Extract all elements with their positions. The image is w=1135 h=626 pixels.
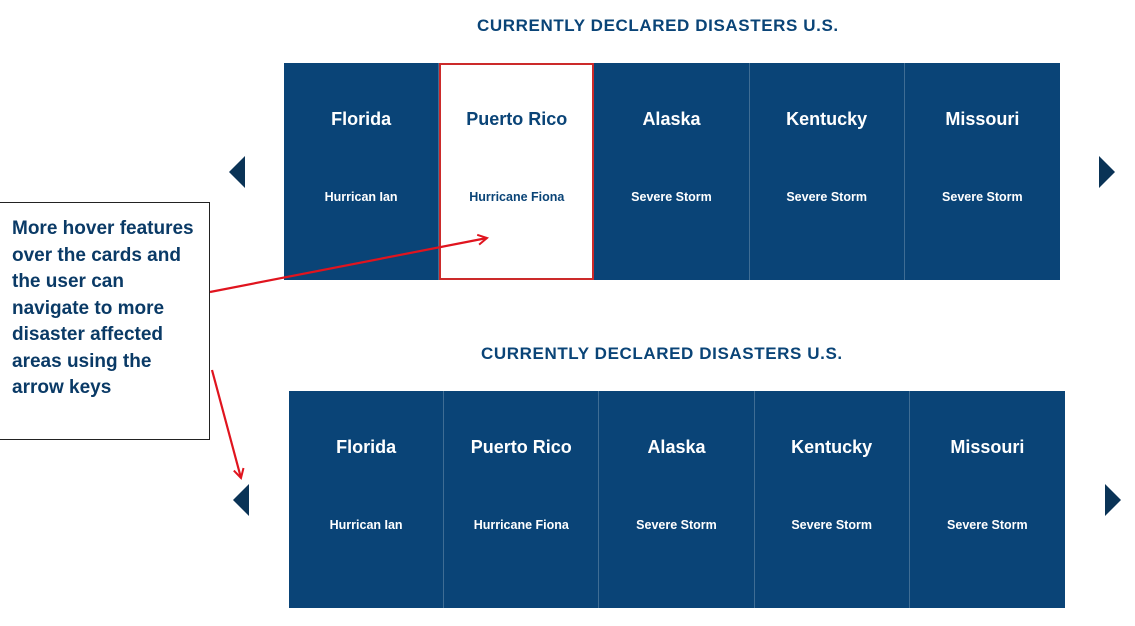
card-state-name: Puerto Rico (466, 109, 568, 129)
card-disaster-type: Severe Storm (947, 518, 1028, 532)
annotation-arrow-to-left-arrow (210, 369, 241, 478)
card-disaster-type: Severe Storm (942, 190, 1023, 204)
card-disaster-type: Hurricane Fiona (469, 190, 565, 204)
card-state-name: Missouri (945, 109, 1020, 129)
disaster-card-list-bottom: Florida Hurrican Ian Puerto Rico Hurrica… (289, 391, 1065, 608)
card-state-name: Missouri (950, 437, 1025, 457)
disaster-card-florida[interactable]: Florida Hurrican Ian (289, 391, 445, 608)
card-disaster-type: Severe Storm (791, 518, 872, 532)
card-state-name: Alaska (642, 109, 701, 129)
section-title-bottom: CURRENTLY DECLARED DISASTERS U.S. (481, 344, 843, 363)
disaster-card-puerto-rico[interactable]: Puerto Rico Hurricane Fiona (444, 391, 600, 608)
card-state-name: Florida (336, 437, 397, 457)
card-disaster-type: Hurricane Fiona (473, 518, 569, 532)
disaster-card-missouri[interactable]: Missouri Severe Storm (904, 63, 1060, 280)
card-disaster-type: Severe Storm (631, 190, 712, 204)
card-state-name: Kentucky (786, 109, 868, 129)
card-state-name: Kentucky (791, 437, 873, 457)
prev-arrow-top[interactable] (229, 156, 245, 188)
card-state-name: Alaska (647, 437, 706, 457)
card-disaster-type: Hurrican Ian (329, 518, 403, 532)
card-state-name: Puerto Rico (470, 437, 572, 457)
section-title-top: CURRENTLY DECLARED DISASTERS U.S. (477, 16, 839, 35)
disaster-card-kentucky[interactable]: Kentucky Severe Storm (754, 391, 910, 608)
card-state-name: Florida (331, 109, 392, 129)
card-disaster-type: Severe Storm (786, 190, 867, 204)
card-disaster-type: Severe Storm (636, 518, 717, 532)
annotation-arrow-to-hovered-card (209, 238, 487, 294)
disaster-card-alaska[interactable]: Alaska Severe Storm (594, 63, 750, 280)
card-disaster-type: Hurrican Ian (324, 190, 398, 204)
prev-arrow-bottom[interactable] (233, 484, 249, 516)
disaster-card-alaska[interactable]: Alaska Severe Storm (599, 391, 755, 608)
disaster-card-kentucky[interactable]: Kentucky Severe Storm (749, 63, 905, 280)
next-arrow-bottom[interactable] (1105, 484, 1121, 516)
disaster-card-missouri[interactable]: Missouri Severe Storm (909, 391, 1065, 608)
disaster-card-puerto-rico-hovered[interactable]: Puerto Rico Hurricane Fiona (439, 63, 595, 280)
disaster-card-list-top: Florida Hurrican Ian Puerto Rico Hurrica… (284, 63, 1060, 280)
next-arrow-top[interactable] (1099, 156, 1115, 188)
annotation-note: More hover features over the cards and t… (0, 202, 210, 440)
disaster-card-florida[interactable]: Florida Hurrican Ian (284, 63, 440, 280)
